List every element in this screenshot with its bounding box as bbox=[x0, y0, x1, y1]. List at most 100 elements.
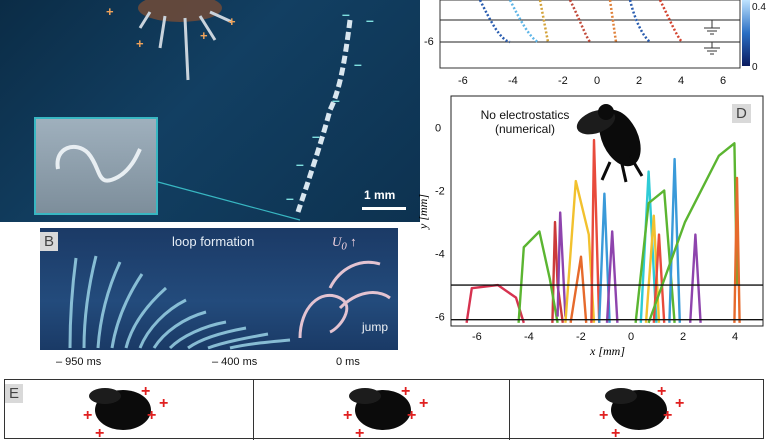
panel-b-photo: B loop formation U0 ↑ jump bbox=[40, 228, 398, 350]
x-tick-label: -4 bbox=[524, 331, 534, 343]
svg-text:+: + bbox=[141, 383, 150, 400]
svg-text:+: + bbox=[663, 407, 672, 424]
panel-e: E + + + + + + + + + + + + + + + bbox=[4, 379, 764, 440]
u0-label-sub: 0 bbox=[341, 240, 347, 253]
x-tick-label: -6 bbox=[472, 331, 482, 343]
y-tick-label: -4 bbox=[435, 249, 445, 261]
trajectory-line-8 bbox=[605, 230, 619, 323]
colorbar bbox=[742, 0, 750, 66]
trajectory-line-11 bbox=[652, 233, 666, 323]
panel-a-illustration bbox=[138, 0, 353, 221]
y-tick-label: -6 bbox=[435, 312, 445, 324]
u0-label-main: U bbox=[332, 234, 342, 249]
svg-text:+: + bbox=[657, 383, 666, 400]
series-group bbox=[465, 138, 741, 324]
charge-minus-mark: – bbox=[342, 6, 350, 22]
nematode-loop-icon bbox=[55, 144, 142, 183]
loop-formation-sequence bbox=[68, 255, 391, 350]
up-arrow-icon: ↑ bbox=[350, 234, 357, 249]
x-tick-label: 2 bbox=[680, 331, 686, 343]
svg-text:+: + bbox=[675, 395, 684, 412]
time-label: 0 ms bbox=[336, 356, 360, 368]
svg-text:+: + bbox=[343, 407, 352, 424]
trajectory-line-12 bbox=[634, 189, 676, 323]
svg-text:+: + bbox=[355, 425, 364, 440]
trajectory bbox=[658, 0, 683, 43]
jump-label: jump bbox=[362, 320, 389, 334]
svg-text:+: + bbox=[159, 395, 168, 412]
panel-e-tag: E bbox=[5, 384, 24, 403]
panel-c-plot: 0.4 0 -6 -6 -4 -2 0 2 4 6 bbox=[424, 0, 766, 87]
y-tick-label: 0 bbox=[435, 123, 441, 135]
scale-label: 1 mm bbox=[364, 188, 396, 202]
panel-a-photo: + + + + – – – – – – – 1 mm bbox=[0, 0, 420, 222]
trajectory-line-3 bbox=[556, 211, 567, 317]
charge-minus-mark: – bbox=[366, 12, 374, 28]
cbar-tick: 0.4 bbox=[752, 2, 766, 13]
time-label: – 950 ms bbox=[56, 356, 102, 368]
trajectory-line-16 bbox=[733, 176, 741, 323]
trajectory bbox=[508, 0, 539, 44]
trajectory bbox=[568, 0, 592, 43]
x-axis-label: x [mm] bbox=[590, 344, 625, 358]
svg-text:+: + bbox=[95, 425, 104, 440]
charge-minus-mark: – bbox=[286, 190, 294, 206]
panel-b-title: loop formation bbox=[172, 234, 255, 249]
charge-plus-mark: + bbox=[200, 28, 208, 43]
x-tick: 4 bbox=[678, 75, 684, 87]
charge-minus-mark: – bbox=[312, 128, 320, 144]
charge-minus-mark: – bbox=[296, 156, 304, 172]
svg-text:+: + bbox=[407, 407, 416, 424]
y-axis-label: y [mm] bbox=[416, 194, 430, 229]
panel-c-frame bbox=[439, 0, 741, 69]
electrode-lines bbox=[451, 284, 763, 321]
x-tick-label: 0 bbox=[628, 331, 634, 343]
x-tick: 6 bbox=[720, 75, 726, 87]
charge-minus-mark: – bbox=[332, 92, 340, 108]
ground-icon bbox=[704, 42, 720, 55]
fly-icon bbox=[576, 104, 644, 183]
charged-fly-icon: +++ ++ bbox=[599, 383, 684, 440]
charge-minus-mark: – bbox=[354, 56, 362, 72]
panel-d: -6 -4 -2 0 2 4 0 -2 -4 -6 No electrostatics (num… bbox=[416, 92, 768, 374]
cbar-tick: 0 bbox=[752, 62, 758, 73]
trajectory-line-6 bbox=[590, 138, 601, 323]
trajectory-line-2 bbox=[517, 230, 559, 324]
y-tick: -6 bbox=[424, 36, 434, 48]
svg-text:+: + bbox=[83, 407, 92, 424]
trajectory-line-9 bbox=[639, 170, 658, 323]
trajectory-line-13 bbox=[668, 157, 681, 323]
panel-e-divider bbox=[253, 380, 254, 440]
panel-d-note-line1: No electrostatics bbox=[480, 108, 570, 122]
x-tick: 2 bbox=[636, 75, 642, 87]
x-tick-label: -2 bbox=[576, 331, 586, 343]
trajectory-line-1 bbox=[551, 220, 564, 324]
x-axis-ticks: -6 -4 -2 0 2 4 bbox=[472, 331, 738, 343]
svg-text:+: + bbox=[147, 407, 156, 424]
y-tick-label: -2 bbox=[435, 186, 445, 198]
x-tick-label: 4 bbox=[732, 331, 738, 343]
trajectory bbox=[538, 0, 550, 43]
charge-plus-mark: + bbox=[136, 36, 144, 51]
charged-fly-icon: +++ ++ bbox=[343, 383, 428, 440]
panel-d-note-line2: (numerical) bbox=[494, 122, 555, 136]
svg-text:+: + bbox=[611, 425, 620, 440]
panel-d-tag: D bbox=[732, 104, 751, 123]
charged-fly-icon: +++ ++ bbox=[83, 383, 168, 440]
charge-plus-mark: + bbox=[228, 14, 236, 29]
trajectory-line-15 bbox=[647, 142, 739, 324]
svg-text:+: + bbox=[401, 383, 410, 400]
trajectory-line-5 bbox=[569, 255, 588, 324]
trajectory bbox=[628, 0, 651, 43]
trajectory-line-14 bbox=[689, 233, 702, 323]
x-tick: -6 bbox=[458, 75, 468, 87]
time-label: – 400 ms bbox=[212, 356, 258, 368]
panel-e-divider bbox=[509, 380, 510, 440]
charge-plus-mark: + bbox=[106, 4, 114, 19]
nematode-inset bbox=[34, 117, 158, 215]
panel-d-note: No electrostatics (numerical) bbox=[466, 108, 584, 136]
x-tick: -2 bbox=[558, 75, 568, 87]
x-tick: 0 bbox=[594, 75, 600, 87]
ground-icon bbox=[704, 20, 720, 35]
trajectory bbox=[608, 0, 618, 43]
